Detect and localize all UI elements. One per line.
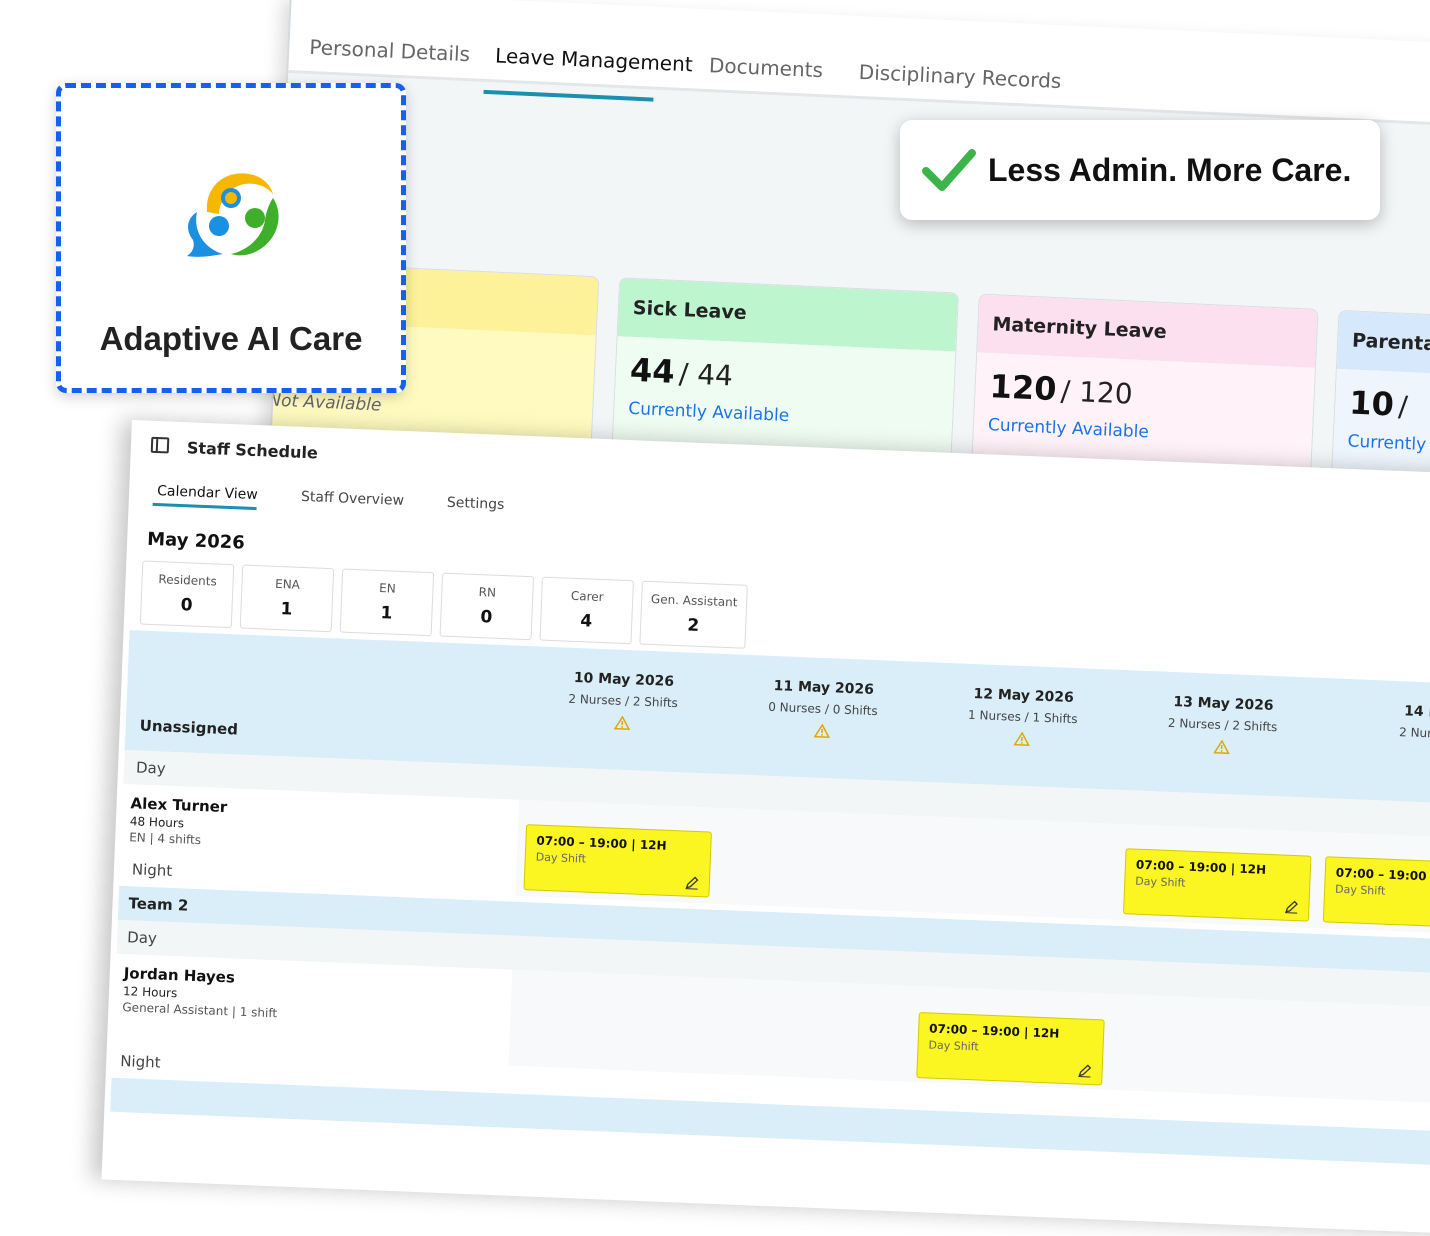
- stat-rn: RN 0: [439, 572, 535, 641]
- date-column-12[interactable]: 12 May 2026 1 Nurses / 1 Shifts: [922, 684, 1124, 754]
- staff-hours: 12 Hours: [122, 984, 178, 1001]
- leave-card-status: Currently Available: [987, 415, 1150, 443]
- stat-value: 0: [480, 607, 493, 628]
- tab-disciplinary-records[interactable]: Disciplinary Records: [858, 59, 1062, 94]
- staff-row-jordan-hayes[interactable]: Jordan Hayes 12 Hours General Assistant …: [112, 953, 513, 1066]
- sidebar-toggle-icon[interactable]: [150, 436, 170, 454]
- shift-card[interactable]: 07:00 – 19:00 | 12H Day Shift: [523, 824, 712, 898]
- shift-type: Day Shift: [1334, 882, 1386, 898]
- month-label: May 2026: [146, 528, 246, 554]
- staff-name: Jordan Hayes: [123, 964, 236, 987]
- date-column-10[interactable]: 10 May 2026 2 Nurses / 2 Shifts: [522, 668, 724, 738]
- stat-ena: ENA 1: [239, 564, 335, 633]
- active-tab-indicator: [483, 89, 654, 102]
- shift-card[interactable]: 07:00 – 19:00 Day Shift: [1322, 856, 1430, 930]
- shift-time: 07:00 – 19:00 | 12H: [1135, 857, 1267, 877]
- staff-row-alex-turner[interactable]: Alex Turner 48 Hours EN | 4 shifts: [119, 783, 520, 896]
- date-column-11[interactable]: 11 May 2026 0 Nurses / 0 Shifts: [722, 676, 924, 746]
- tagline-badge: Less Admin. More Care.: [900, 120, 1380, 220]
- tab-staff-overview[interactable]: Staff Overview: [300, 488, 405, 509]
- edit-icon[interactable]: [1077, 1063, 1092, 1078]
- stat-label: Gen. Assistant: [650, 591, 738, 610]
- tab-leave-management[interactable]: Leave Management: [494, 43, 694, 77]
- shift-time: 07:00 – 19:00: [1335, 865, 1427, 884]
- section-night: Night: [119, 1052, 161, 1072]
- checkmark-icon: [922, 149, 976, 191]
- stat-value: 4: [579, 611, 593, 632]
- edit-icon[interactable]: [1284, 900, 1299, 915]
- active-tab-indicator: [152, 502, 257, 511]
- leave-total: /: [1397, 389, 1409, 424]
- group-team-2: Team 2: [128, 894, 189, 915]
- date-column-13[interactable]: 13 May 2026 2 Nurses / 2 Shifts: [1121, 692, 1323, 762]
- section-night: Night: [131, 860, 173, 880]
- date-summary: 1 Nurses / 1 Shifts: [967, 707, 1078, 727]
- leave-available: 44: [629, 350, 676, 391]
- shift-card[interactable]: 07:00 – 19:00 | 12H Day Shift: [1122, 848, 1312, 922]
- date-label: 14 M: [1403, 703, 1430, 721]
- warning-icon: [1213, 739, 1230, 755]
- leave-card-status: Currently: [1347, 431, 1427, 455]
- shift-type: Day Shift: [928, 1038, 980, 1054]
- date-summary: 0 Nurses / 0 Shifts: [767, 699, 878, 719]
- shift-time: 07:00 – 19:00 | 12H: [928, 1021, 1060, 1041]
- shift-type: Day Shift: [535, 850, 587, 866]
- page-title: Staff Schedule: [186, 438, 319, 463]
- leave-available: 120: [988, 367, 1058, 409]
- section-day: Day: [126, 928, 158, 948]
- edit-icon[interactable]: [685, 876, 700, 891]
- leave-card-status: Currently Available: [627, 398, 790, 427]
- shift-time: 07:00 – 19:00 | 12H: [536, 833, 667, 853]
- warning-icon: [613, 715, 631, 730]
- stat-label: Carer: [570, 588, 604, 605]
- brand-name: Adaptive AI Care: [99, 320, 363, 357]
- stat-en: EN 1: [339, 568, 435, 637]
- tab-personal-details[interactable]: Personal Details: [308, 34, 471, 67]
- staff-name: Alex Turner: [130, 794, 228, 817]
- tab-settings[interactable]: Settings: [446, 494, 505, 514]
- leave-total: / 120: [1060, 374, 1134, 411]
- stat-label: ENA: [274, 576, 301, 592]
- staff-role: General Assistant | 1 shift: [122, 1000, 278, 1021]
- stat-carer: Carer 4: [539, 576, 634, 645]
- stat-label: RN: [478, 585, 497, 600]
- tab-calendar-view[interactable]: Calendar View: [156, 483, 259, 504]
- stat-residents: Residents 0: [139, 560, 235, 629]
- staff-schedule-panel: Staff Schedule Calendar View Staff Overv…: [101, 420, 1430, 1236]
- tab-documents[interactable]: Documents: [708, 53, 824, 83]
- staff-role: EN | 4 shifts: [128, 830, 202, 848]
- stat-label: Residents: [158, 572, 218, 589]
- stat-value: 1: [280, 599, 293, 620]
- warning-icon: [1013, 731, 1030, 747]
- brand-logo-icon: [187, 173, 279, 257]
- staff-hours: 48 Hours: [129, 814, 185, 831]
- stat-label: EN: [378, 581, 397, 596]
- brand-logo-card: Adaptive AI Care: [56, 83, 406, 393]
- stat-value: 2: [686, 615, 700, 636]
- leave-total: / 44: [678, 357, 734, 393]
- shift-card[interactable]: 07:00 – 19:00 | 12H Day Shift: [916, 1012, 1105, 1086]
- leave-card-status: Not Available: [267, 390, 382, 416]
- section-day: Day: [135, 758, 167, 778]
- profile-tab-bar: Personal Details Leave Management Docume…: [288, 0, 1430, 130]
- warning-icon: [813, 723, 831, 739]
- date-summary: 2 Nurses / 2 Shifts: [1167, 715, 1278, 735]
- stat-value: 0: [180, 595, 193, 616]
- tagline-text: Less Admin. More Care.: [988, 151, 1352, 188]
- date-summary: 2 Nurses / 2 Shifts: [568, 691, 679, 711]
- stat-value: 1: [380, 603, 393, 624]
- shift-type: Day Shift: [1135, 874, 1186, 890]
- stat-gen-assistant: Gen. Assistant 2: [639, 580, 748, 649]
- leave-available: 10: [1348, 383, 1395, 424]
